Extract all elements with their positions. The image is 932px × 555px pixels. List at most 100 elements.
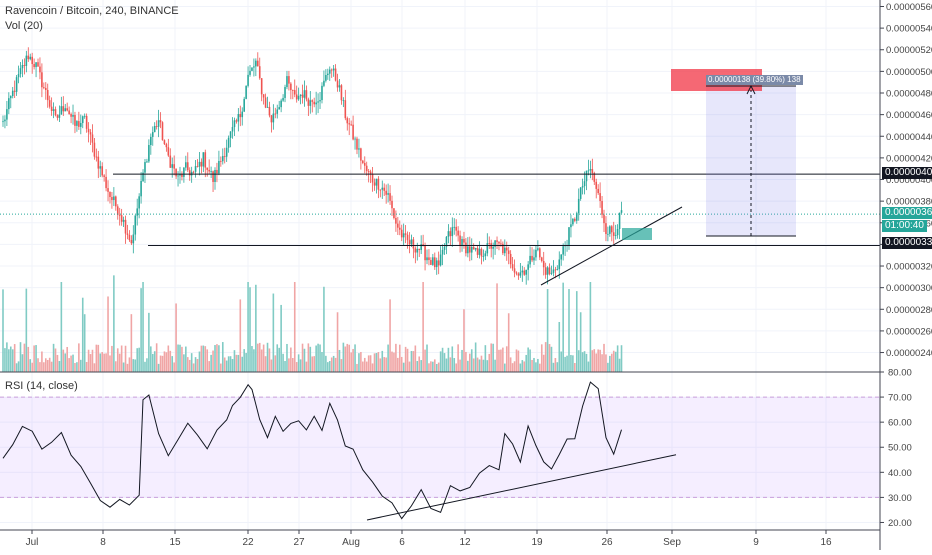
volume-bar [476,357,479,372]
volume-bar [264,356,267,372]
candle-body [151,132,154,137]
volume-bar [437,362,440,372]
volume-legend[interactable]: Vol (20) [5,20,43,32]
candle-body [198,161,201,167]
volume-bar [484,345,487,372]
candle-body [276,109,279,114]
candle-body [23,65,26,66]
candle-body [293,90,296,95]
candle-body [107,188,109,192]
volume-bar [297,354,300,372]
candle-body [95,156,98,158]
volume-bar [575,291,578,372]
candle-body [76,121,78,126]
candle-body [313,101,315,105]
candle-body [161,122,164,141]
candle-body [148,145,150,162]
candle-body [258,66,261,79]
candle-body [93,142,96,157]
volume-bar [206,349,209,372]
volume-bar [249,287,251,372]
rsi-legend[interactable]: RSI (14, close) [5,380,78,392]
volume-bar [251,346,253,372]
candle-body [373,182,376,186]
candle-body [404,233,407,235]
candle-body [492,246,494,249]
volume-bar [130,314,133,372]
candle-body [546,267,549,275]
volume-bar [521,360,524,372]
volume-bar [568,289,570,372]
price-tick-label: 0.00000260 [886,326,932,337]
symbol-legend[interactable]: Ravencoin / Bitcoin, 240, BINANCE [5,5,179,17]
level-label-support: 0.00000339 [882,237,932,249]
candle-body [295,94,298,100]
volume-bar [282,353,284,372]
candle-body [348,123,351,125]
candle-body [560,254,563,260]
candle-body [194,166,197,172]
candle-body [111,197,113,201]
volume-bar [4,348,6,372]
candle-body [132,234,135,244]
candle-body [393,208,395,219]
volume-bar [591,350,594,372]
candle-body [336,80,339,88]
volume-bar [157,363,160,372]
volume-bar [11,349,14,372]
candle-body [17,74,20,78]
candle-body [262,94,265,98]
candle-body [321,85,323,101]
candle-body [278,107,280,110]
candle-body [556,269,559,270]
volume-bar [560,351,563,372]
volume-bar [262,344,265,372]
price-tick-label: 0.00000400 [886,175,932,186]
candle-body [605,223,607,235]
candle-body [223,156,226,157]
candle-body [537,248,539,250]
candle-body [472,246,475,250]
volume-bar [260,349,263,372]
candle-body [552,269,555,273]
candle-body [72,114,74,117]
volume-bar [455,363,457,372]
candle-body [2,121,4,123]
volume-bar [463,309,465,372]
volume-bar [509,357,512,372]
volume-bar [218,345,220,372]
volume-bar [379,358,382,372]
candle-body [570,224,572,228]
candle-body [469,246,471,253]
volume-bar [451,346,454,372]
candle-body [334,68,337,81]
volume-bar [290,347,292,372]
candle-body [249,70,251,75]
volume-bar [188,359,191,372]
price-tick-label: 0.00000560 [886,2,932,13]
volume-bar [612,350,615,372]
candle-body [85,115,88,129]
volume-bar [274,355,277,372]
candle-body [400,229,403,238]
candle-body [616,229,619,236]
candle-body [48,100,51,107]
candle-body [443,246,446,250]
volume-bar [377,352,380,372]
price-tick-label: 0.00000240 [886,348,932,359]
price-tick-label: 0.00000520 [886,45,932,56]
rsi-tick-label: 20.00 [888,518,912,529]
candle-body [346,118,349,124]
candle-body [33,64,35,68]
candle-body [305,90,308,100]
candle-body [200,161,203,167]
volume-bar [523,361,526,372]
volume-bar [525,354,528,372]
candle-body [389,193,391,201]
volume-bar [426,344,428,372]
volume-bar [216,344,218,372]
candle-body [447,231,450,237]
candle-body [391,200,393,209]
volume-bar [214,345,216,372]
